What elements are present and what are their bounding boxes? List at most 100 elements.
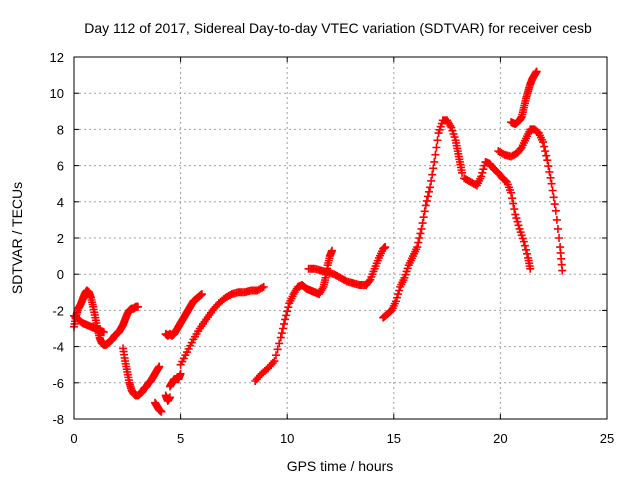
data-point (511, 210, 520, 219)
y-tick-label: -4 (52, 340, 64, 355)
data-point (272, 351, 281, 360)
series-4 (161, 391, 174, 405)
series-10 (379, 116, 467, 322)
y-tick-label: 0 (57, 267, 64, 282)
data-point (508, 194, 517, 203)
data-point (543, 156, 552, 165)
data-point (419, 213, 428, 222)
data-points (70, 67, 567, 416)
data-point (276, 333, 285, 342)
data-point (268, 358, 277, 367)
chart-title: Day 112 of 2017, Sidereal Day-to-day VTE… (84, 20, 592, 36)
data-point (415, 234, 424, 242)
series-13 (507, 67, 541, 128)
data-point (539, 138, 548, 147)
data-point (430, 157, 439, 166)
data-point (413, 243, 422, 252)
y-tick-label: -6 (52, 376, 64, 391)
data-point (519, 237, 528, 246)
y-tick-label: 4 (57, 195, 64, 210)
series-7 (176, 282, 268, 369)
data-point (548, 186, 557, 195)
data-point (432, 143, 441, 152)
data-point (429, 164, 438, 173)
y-tick-label: 10 (50, 86, 64, 101)
data-point (392, 293, 401, 302)
data-point (270, 357, 279, 366)
data-point (549, 193, 558, 202)
data-point (426, 183, 435, 192)
data-point (552, 215, 561, 224)
data-point (541, 147, 550, 156)
data-point (365, 276, 374, 285)
data-point (550, 200, 559, 209)
data-point (422, 196, 431, 205)
plot-frame (73, 56, 608, 420)
data-point (282, 311, 291, 320)
y-tick-label: -2 (52, 303, 64, 318)
data-point (280, 319, 289, 328)
data-point (99, 328, 108, 337)
data-point (197, 290, 206, 299)
data-point (273, 345, 282, 354)
data-point (526, 264, 535, 273)
data-point (428, 170, 437, 179)
data-point (416, 229, 425, 238)
grid (74, 57, 607, 419)
data-point (418, 219, 427, 228)
data-point (414, 238, 423, 247)
data-point (424, 187, 433, 196)
data-point (520, 241, 529, 250)
data-point (394, 290, 403, 299)
data-point (507, 188, 516, 197)
series-12 (494, 125, 567, 275)
data-point (275, 339, 284, 348)
data-point (395, 286, 404, 295)
data-point (278, 324, 287, 333)
data-point (281, 315, 290, 324)
data-point (477, 172, 486, 181)
data-point (479, 165, 488, 174)
y-tick-label: 12 (50, 50, 64, 65)
y-tick-label: 6 (57, 159, 64, 174)
data-point (523, 249, 532, 258)
series-1 (70, 311, 108, 337)
data-point (558, 266, 567, 275)
data-point (259, 282, 268, 291)
y-tick-label: 8 (57, 122, 64, 137)
x-tick-label: 5 (177, 431, 184, 446)
data-point (165, 393, 174, 402)
x-tick-label: 20 (493, 431, 507, 446)
data-point (417, 224, 426, 233)
x-tick-label: 25 (600, 431, 614, 446)
data-point (284, 303, 293, 312)
x-axis-label: GPS time / hours (287, 458, 394, 474)
series-2 (119, 344, 164, 400)
data-point (431, 150, 440, 159)
data-point (546, 173, 555, 182)
data-point (258, 283, 267, 292)
data-point (509, 199, 518, 208)
data-point (540, 142, 549, 151)
data-point (544, 162, 553, 171)
series-9 (304, 243, 390, 290)
data-point (545, 167, 554, 176)
series-11 (460, 157, 535, 273)
data-point (423, 192, 432, 201)
data-point (532, 67, 541, 76)
data-point (420, 207, 429, 216)
data-point (512, 214, 521, 223)
x-tick-label: 10 (280, 431, 294, 446)
data-point (514, 221, 523, 230)
series-8 (251, 246, 336, 385)
x-tick-label: 15 (387, 431, 401, 446)
data-point (155, 362, 164, 371)
data-point (427, 176, 436, 185)
data-point (283, 307, 292, 316)
data-point (391, 297, 400, 306)
data-point (510, 205, 519, 214)
series-3 (151, 398, 166, 416)
data-point (327, 246, 336, 255)
data-point (478, 168, 487, 177)
